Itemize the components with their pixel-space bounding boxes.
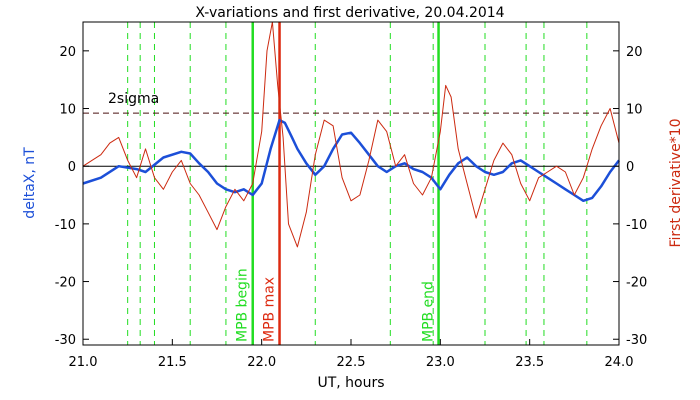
y-left-tick-label: 20	[59, 45, 76, 60]
x-tick-label: 22.0	[247, 355, 276, 370]
series-derivative-line	[82, 21, 620, 248]
y-left-tick-label: 0	[68, 160, 76, 175]
x-tick-label: 21.5	[158, 355, 187, 370]
y-right-tick-label: -20	[626, 276, 647, 291]
plot-area: 2sigma MPB begin MPB max MPB end	[82, 21, 620, 345]
y-left-tick-label: -20	[55, 276, 76, 291]
x-tick-label: 23.0	[426, 355, 455, 370]
y-axis-right-ticks: 20 10 0 -10 -20 -30	[613, 45, 647, 348]
marker-label: MPB end	[421, 281, 437, 342]
x-axis-ticks: 21.0 21.5 22.0 22.5 23.0 23.5 24.0	[69, 339, 634, 370]
x-axis-label: UT, hours	[317, 375, 384, 391]
y-axis-right-label: First derivative*10	[668, 118, 684, 247]
y-right-tick-label: 20	[626, 45, 643, 60]
series-deltax-line	[82, 118, 620, 203]
x-tick-label: 21.0	[69, 355, 98, 370]
y-right-tick-label: 0	[626, 160, 634, 175]
y-right-tick-label: -10	[626, 218, 647, 233]
y-right-tick-label: 10	[626, 103, 643, 118]
y-left-tick-label: 10	[59, 103, 76, 118]
y-left-tick-label: -10	[55, 218, 76, 233]
y-axis-left-label: deltaX, nT	[22, 147, 38, 219]
y-right-tick-label: -30	[626, 333, 647, 348]
x-tick-label: 24.0	[605, 355, 634, 370]
marker-label: MPB begin	[235, 268, 251, 342]
x-tick-label: 22.5	[337, 355, 366, 370]
y-left-tick-label: -30	[55, 333, 76, 348]
marker-label: MPB max	[262, 277, 278, 342]
chart-title: X-variations and first derivative, 20.04…	[195, 5, 504, 21]
x-tick-label: 23.5	[515, 355, 544, 370]
threshold-label: 2sigma	[108, 91, 159, 107]
y-axis-left-ticks: 20 10 0 -10 -20 -30	[55, 45, 89, 348]
